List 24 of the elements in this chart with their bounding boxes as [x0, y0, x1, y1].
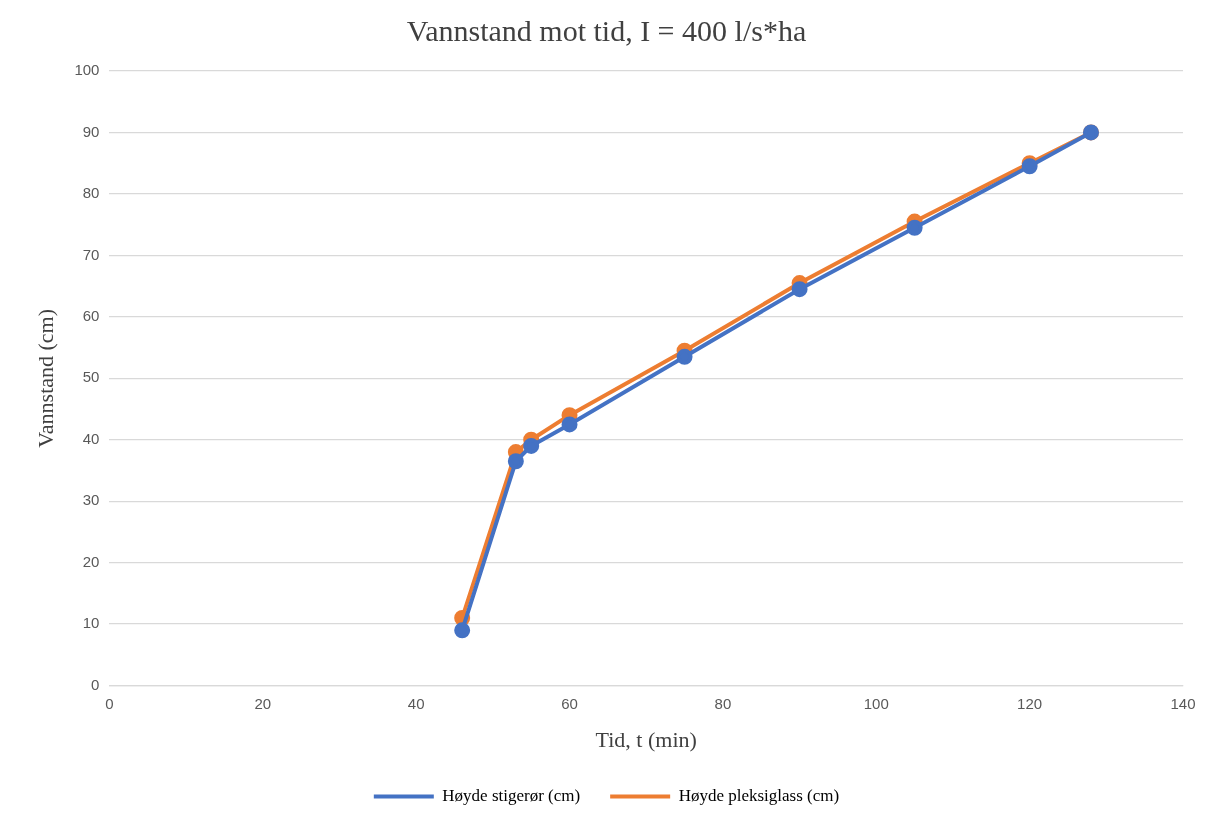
- y-tick-label: 60: [82, 306, 100, 324]
- y-tick-label: 10: [82, 614, 100, 632]
- y-tick-label: 20: [82, 552, 100, 570]
- x-tick-label: 80: [714, 694, 732, 712]
- chart-title: Vannstand mot tid, I = 400 l/s*ha: [406, 13, 807, 47]
- x-tick-label: 120: [1017, 694, 1043, 712]
- y-tick-label: 0: [91, 675, 100, 693]
- legend-label: Høyde pleksiglass (cm): [678, 785, 840, 805]
- legend-label: Høyde stigerør (cm): [442, 785, 581, 805]
- x-tick-label: 140: [1170, 694, 1196, 712]
- y-tick-label: 40: [82, 429, 100, 447]
- x-tick-label: 40: [407, 694, 425, 712]
- y-axis-title: Vannstand (cm): [32, 308, 58, 448]
- y-tick-label: 30: [82, 491, 100, 509]
- x-tick-label: 20: [254, 694, 272, 712]
- x-tick-label: 60: [561, 694, 578, 712]
- y-tick-label: 90: [82, 122, 100, 140]
- x-tick-label: 0: [105, 694, 114, 712]
- x-axis-title: Tid, t (min): [595, 726, 697, 752]
- y-tick-label: 70: [82, 245, 100, 263]
- y-tick-label: 80: [82, 184, 100, 202]
- y-tick-label: 100: [74, 61, 100, 79]
- y-tick-label: 50: [82, 368, 100, 386]
- x-tick-label: 100: [863, 694, 889, 712]
